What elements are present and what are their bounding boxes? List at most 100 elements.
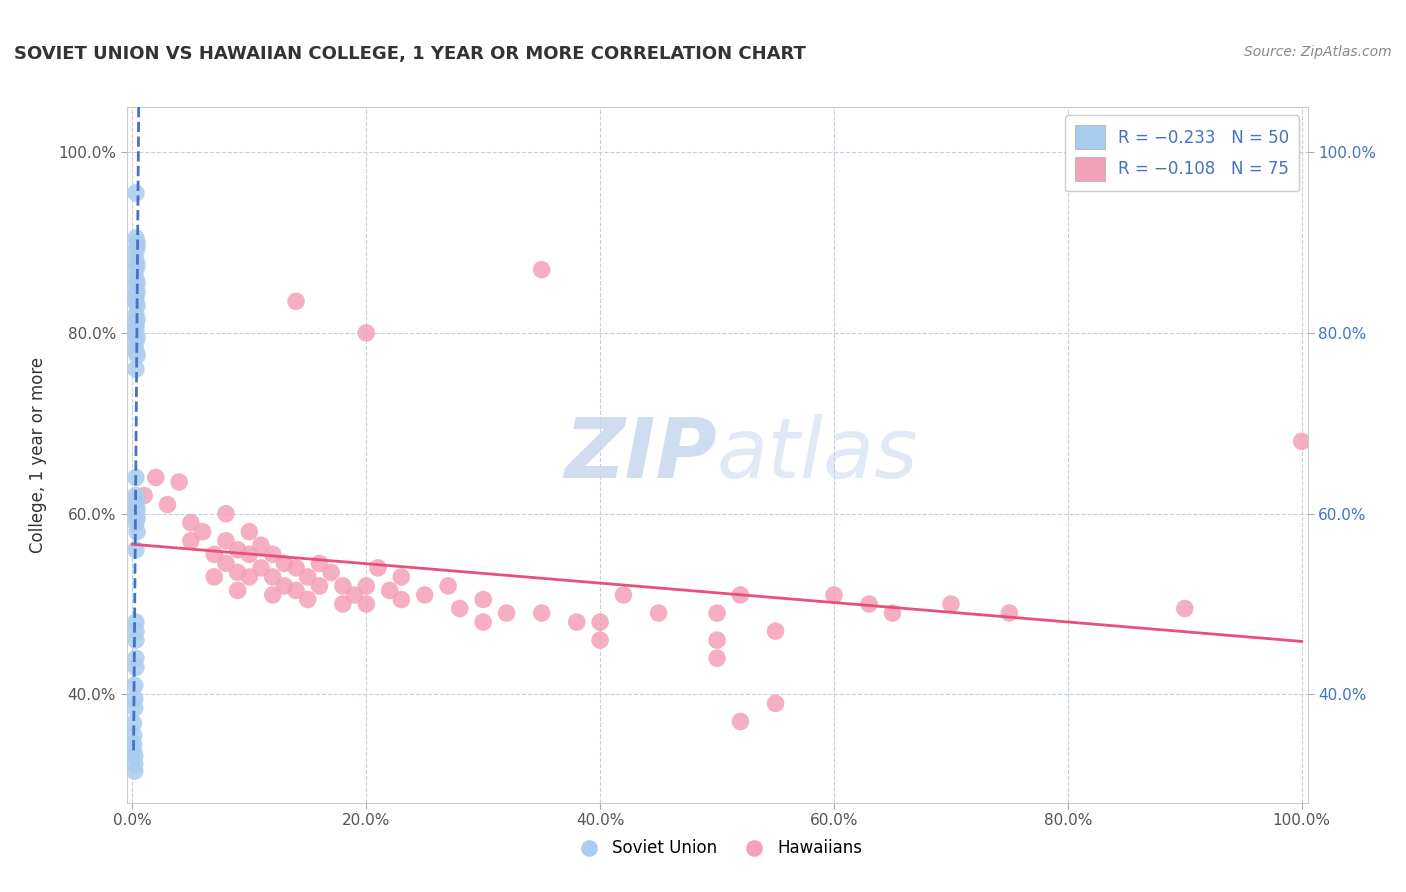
Point [765,697,787,711]
Point [125,299,148,313]
Point [125,502,148,516]
Point [730,588,752,602]
Point [125,317,148,331]
Point [125,344,148,359]
Point [125,507,148,521]
Point [706,633,728,648]
Point [354,326,377,340]
Point [125,615,148,629]
Point [122,716,145,731]
Point [125,253,148,268]
Point [321,566,343,580]
Point [730,714,752,729]
Point [125,633,148,648]
Point [273,557,295,571]
Point [647,606,669,620]
Point [238,547,260,561]
Point [565,615,588,629]
Point [202,570,225,584]
Point [167,475,190,489]
Point [765,624,787,639]
Point [273,579,295,593]
Point [125,290,148,304]
Point [125,330,148,344]
Point [191,524,214,539]
Point [308,557,330,571]
Point [156,498,179,512]
Point [125,511,148,525]
Point [132,489,155,503]
Point [882,606,904,620]
Point [354,597,377,611]
Point [706,651,728,665]
Point [449,601,471,615]
Point [122,728,145,742]
Point [226,542,249,557]
Legend: Soviet Union, Hawaiians: Soviet Union, Hawaiians [565,833,869,864]
Point [124,678,146,692]
Point [125,660,148,674]
Point [125,651,148,665]
Point [125,498,148,512]
Point [285,561,308,575]
Point [1291,434,1313,449]
Text: atlas: atlas [717,415,918,495]
Point [125,334,148,349]
Point [530,606,553,620]
Point [389,570,412,584]
Point [215,533,238,548]
Point [125,231,148,245]
Point [262,547,284,561]
Point [215,507,238,521]
Point [202,547,225,561]
Point [238,524,260,539]
Point [389,592,412,607]
Point [125,285,148,300]
Y-axis label: College, 1 year or more: College, 1 year or more [30,357,46,553]
Point [122,743,145,757]
Point [226,583,249,598]
Point [124,701,146,715]
Point [125,186,148,200]
Point [354,579,377,593]
Point [125,524,148,539]
Point [612,588,634,602]
Point [472,592,495,607]
Point [285,583,308,598]
Point [125,281,148,295]
Point [308,579,330,593]
Point [332,597,354,611]
Point [124,764,146,779]
Point [125,489,148,503]
Point [472,615,495,629]
Point [125,308,148,322]
Point [125,240,148,254]
Point [125,294,148,309]
Point [367,561,389,575]
Point [437,579,460,593]
Point [589,633,612,648]
Point [530,262,553,277]
Point [125,271,148,285]
Text: Source: ZipAtlas.com: Source: ZipAtlas.com [1244,45,1392,59]
Point [250,538,273,552]
Point [413,588,436,602]
Point [125,470,148,484]
Point [238,570,260,584]
Point [125,493,148,508]
Point [125,349,148,363]
Point [180,533,202,548]
Point [125,321,148,335]
Point [125,362,148,376]
Point [378,583,401,598]
Point [125,326,148,340]
Text: ZIP: ZIP [564,415,717,495]
Point [343,588,366,602]
Point [297,570,319,584]
Point [858,597,880,611]
Point [145,470,167,484]
Point [1174,601,1197,615]
Point [939,597,962,611]
Point [706,606,728,620]
Point [125,277,148,291]
